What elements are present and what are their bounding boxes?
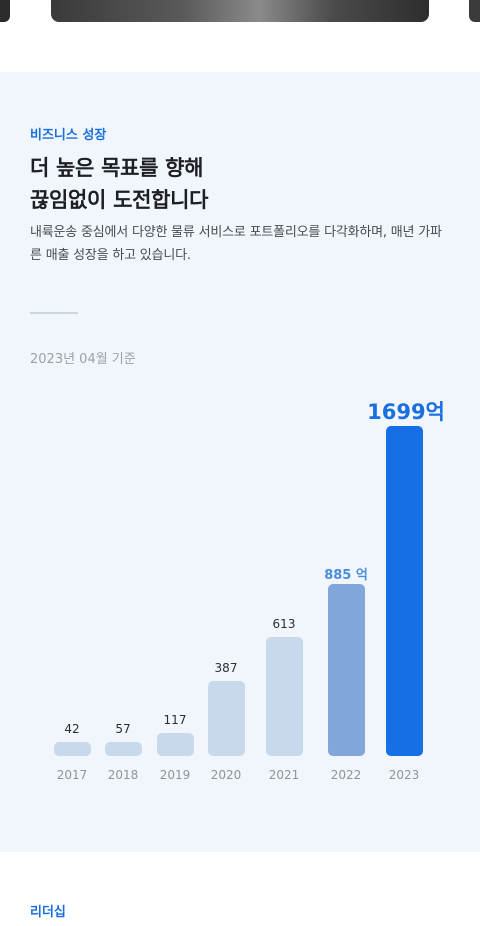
year-label-2022: 2022 [330,768,362,782]
section-description: 내륙운송 중심에서 다양한 물류 서비스로 포트폴리오를 다각화하며, 매년 가… [30,225,442,263]
divider [30,312,78,314]
value-label-2023: 1699억 [367,400,445,424]
photo-right [469,0,480,22]
basis-date: 2023년 04월 기준 [30,352,136,367]
bar-2021 [265,637,303,756]
value-label-2017: 42 [64,722,80,736]
leadership-eyebrow: 리더십 [30,905,66,920]
bar-2020 [207,681,245,756]
section-eyebrow: 비즈니스 성장 [30,128,107,143]
bar-2023 [385,426,423,756]
headline-line-2: 끊임없이 도전합니다 [30,188,209,212]
value-label-2018: 57 [115,722,131,736]
bar-2017 [53,742,91,756]
headline-line-1: 더 높은 목표를 향해 [30,156,204,180]
year-label-2021: 2021 [268,768,300,782]
section-headline: 더 높은 목표를 향해 끊임없이 도전합니다 [30,152,209,216]
value-label-2022: 885 억 [324,568,368,583]
value-label-2020: 387 [214,661,238,675]
year-label-2023: 2023 [388,768,420,782]
year-label-2020: 2020 [210,768,242,782]
value-label-2021: 613 [272,617,296,631]
year-label-2017: 2017 [56,768,88,782]
bar-2019 [156,733,194,756]
photo-left [0,0,10,22]
revenue-bar-chart: 42 2017 57 2018 117 2019 387 2020 613 2021 885 억 20… [0,392,480,792]
year-label-2019: 2019 [159,768,191,782]
bar-2022 [327,584,365,756]
year-label-2018: 2018 [107,768,139,782]
value-label-2019: 117 [163,713,187,727]
business-growth-section: 비즈니스 성장 더 높은 목표를 향해 끊임없이 도전합니다 내륙운송 중심에서… [0,72,480,852]
photo-strip [0,0,480,72]
bar-2018 [104,742,142,756]
photo-main [51,0,429,22]
